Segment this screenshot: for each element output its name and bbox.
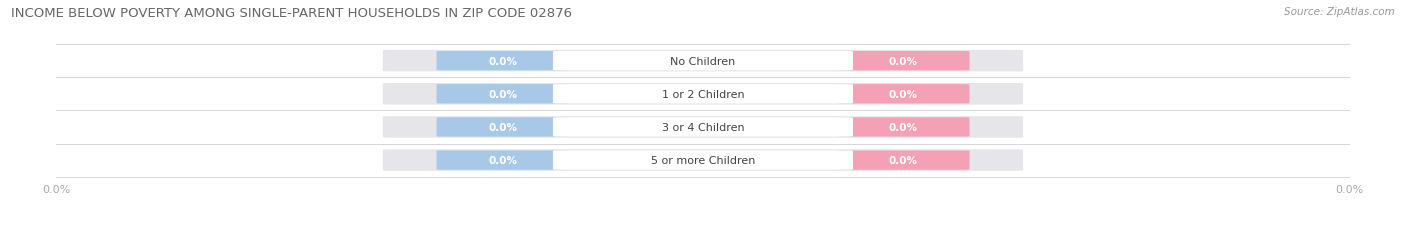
- FancyBboxPatch shape: [553, 151, 853, 170]
- Text: 1 or 2 Children: 1 or 2 Children: [662, 89, 744, 99]
- Text: 0.0%: 0.0%: [488, 56, 517, 66]
- FancyBboxPatch shape: [553, 118, 853, 137]
- FancyBboxPatch shape: [436, 52, 568, 71]
- FancyBboxPatch shape: [382, 150, 1024, 171]
- Text: 0.0%: 0.0%: [488, 155, 517, 165]
- FancyBboxPatch shape: [382, 117, 1024, 138]
- FancyBboxPatch shape: [436, 151, 568, 170]
- Text: Source: ZipAtlas.com: Source: ZipAtlas.com: [1284, 7, 1395, 17]
- Text: 0.0%: 0.0%: [889, 122, 918, 132]
- FancyBboxPatch shape: [838, 85, 970, 104]
- FancyBboxPatch shape: [838, 52, 970, 71]
- Text: 0.0%: 0.0%: [488, 89, 517, 99]
- Text: 0.0%: 0.0%: [889, 89, 918, 99]
- FancyBboxPatch shape: [382, 84, 1024, 105]
- FancyBboxPatch shape: [838, 118, 970, 137]
- FancyBboxPatch shape: [382, 51, 1024, 72]
- Text: 3 or 4 Children: 3 or 4 Children: [662, 122, 744, 132]
- Text: No Children: No Children: [671, 56, 735, 66]
- Text: 0.0%: 0.0%: [488, 122, 517, 132]
- FancyBboxPatch shape: [436, 85, 568, 104]
- Text: INCOME BELOW POVERTY AMONG SINGLE-PARENT HOUSEHOLDS IN ZIP CODE 02876: INCOME BELOW POVERTY AMONG SINGLE-PARENT…: [11, 7, 572, 20]
- Text: 5 or more Children: 5 or more Children: [651, 155, 755, 165]
- FancyBboxPatch shape: [838, 151, 970, 170]
- Text: 0.0%: 0.0%: [889, 155, 918, 165]
- FancyBboxPatch shape: [436, 118, 568, 137]
- FancyBboxPatch shape: [553, 85, 853, 104]
- FancyBboxPatch shape: [553, 52, 853, 71]
- Text: 0.0%: 0.0%: [889, 56, 918, 66]
